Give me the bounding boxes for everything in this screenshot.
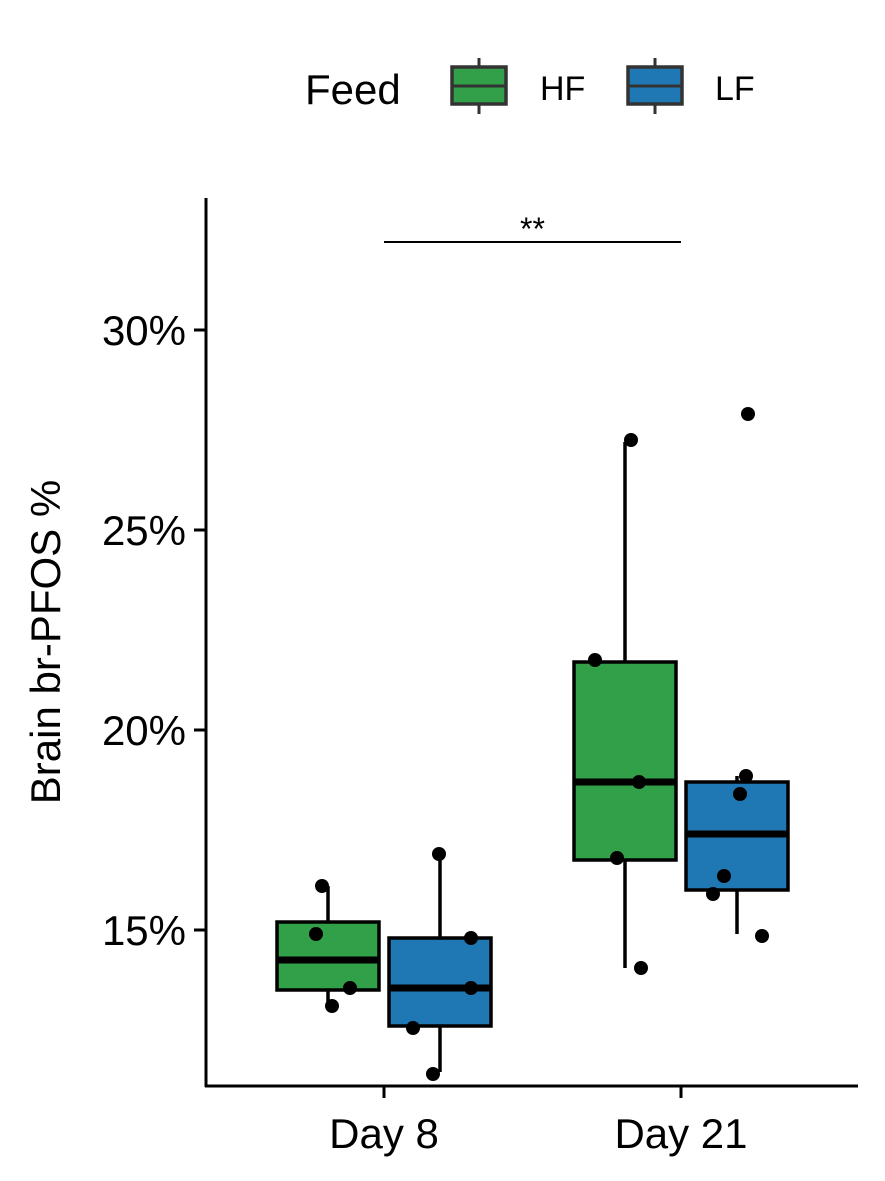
data-point — [426, 1067, 440, 1081]
y-tick-label: 15% — [102, 907, 186, 954]
legend: Feed HF LF — [305, 58, 755, 114]
data-point — [325, 999, 339, 1013]
y-axis-title: Brain br-PFOS % — [22, 480, 69, 804]
axes: 15% 20% 25% 30% Day 8 Day 21 — [102, 198, 858, 1157]
data-point — [634, 961, 648, 975]
legend-label: LF — [715, 70, 755, 108]
data-point — [464, 931, 478, 945]
data-point — [343, 981, 357, 995]
legend-key-lf — [626, 58, 684, 114]
data-point — [610, 851, 624, 865]
y-tick-label: 30% — [102, 307, 186, 354]
legend-key-hf — [450, 58, 508, 114]
series-hf — [275, 433, 678, 1013]
data-point — [309, 927, 323, 941]
legend-title: Feed — [305, 66, 401, 113]
legend-label: HF — [540, 70, 585, 108]
data-point — [406, 1021, 420, 1035]
y-tick-label: 20% — [102, 707, 186, 754]
data-point — [717, 869, 731, 883]
box — [387, 936, 493, 1028]
data-point — [432, 847, 446, 861]
y-tick-label: 25% — [102, 507, 186, 554]
x-tick-label: Day 21 — [614, 1110, 747, 1157]
data-point — [739, 769, 753, 783]
data-point — [315, 879, 329, 893]
data-point — [588, 653, 602, 667]
data-point — [755, 929, 769, 943]
data-point — [741, 407, 755, 421]
data-point — [624, 433, 638, 447]
data-point — [733, 787, 747, 801]
data-point — [464, 981, 478, 995]
box — [572, 660, 678, 862]
x-tick-label: Day 8 — [329, 1110, 439, 1157]
data-point — [706, 887, 720, 901]
significance-label: ** — [520, 211, 545, 247]
data-point — [632, 775, 646, 789]
box — [275, 920, 381, 992]
series-lf — [387, 407, 790, 1081]
